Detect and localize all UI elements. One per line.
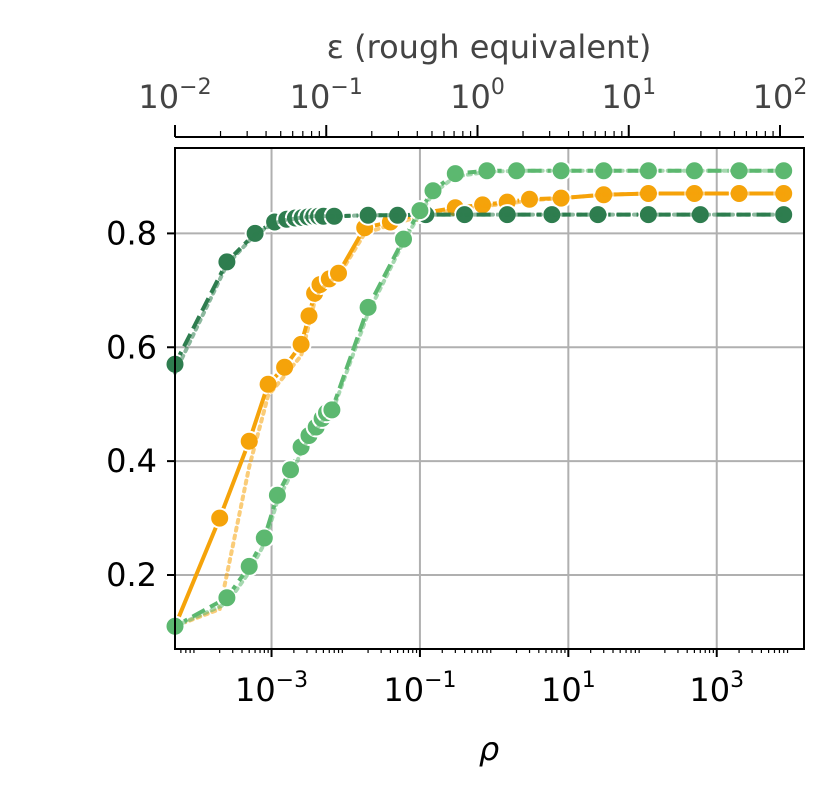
data-point [444,163,466,185]
grid [175,148,804,649]
series-0 [164,183,795,637]
top-tick-label: 10−2 [138,75,211,116]
y-tick-label: 0.6 [106,328,157,366]
y-tick-label: 0.2 [106,556,157,594]
y-tick-label: 0.8 [106,214,157,252]
series-line [173,212,786,375]
top-tick-label: 101 [601,75,656,116]
data-point [298,305,320,327]
data-point [422,180,444,202]
bottom-axis: 10−3 10−1 101 103 [180,649,789,709]
series-line [173,168,786,629]
x-axis-title: ρ [479,730,499,768]
x-tick-label: 10−1 [383,668,456,709]
series-5 [173,168,786,629]
top-tick-label: 10−1 [290,75,363,116]
data-point [209,507,231,529]
left-axis: 0.2 0.4 0.6 0.8 [106,214,175,594]
plot-frame [174,147,805,650]
y-tick-label: 0.4 [106,442,157,480]
series-1 [173,191,786,629]
x-tick-label: 101 [541,668,596,709]
top-tick-label: 102 [753,75,808,116]
series-line [173,191,786,629]
top-axis: 10−2 10−1 100 101 102 [138,75,808,138]
x-tick-label: 103 [689,668,744,709]
x-tick-label: 10−3 [235,668,308,709]
data-point [216,587,238,609]
top-tick-label: 100 [450,75,505,116]
series-3 [173,212,786,375]
series-layer [164,160,795,637]
series-line [173,191,784,627]
data-point [257,373,279,395]
top-axis-title: ε (rough equivalent) [327,28,652,66]
series-line [173,212,784,366]
